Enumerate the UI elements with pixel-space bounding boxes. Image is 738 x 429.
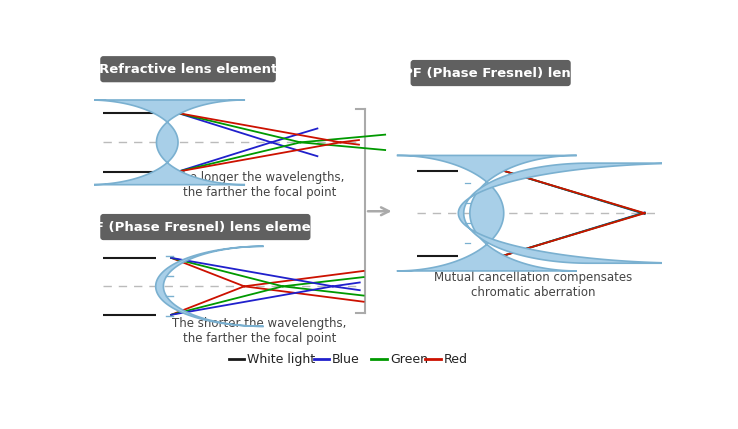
Text: Mutual cancellation compensates
chromatic aberration: Mutual cancellation compensates chromati… — [434, 271, 632, 299]
Polygon shape — [89, 100, 245, 185]
Polygon shape — [156, 246, 263, 326]
Text: Refractive lens element: Refractive lens element — [99, 63, 277, 76]
FancyBboxPatch shape — [410, 60, 570, 86]
Text: Blue: Blue — [332, 353, 360, 366]
Polygon shape — [397, 155, 577, 271]
Text: PF (Phase Fresnel) lens: PF (Phase Fresnel) lens — [403, 66, 579, 79]
FancyBboxPatch shape — [100, 214, 311, 240]
Text: Red: Red — [444, 353, 468, 366]
FancyBboxPatch shape — [100, 56, 276, 82]
Text: The longer the wavelengths,
the farther the focal point: The longer the wavelengths, the farther … — [175, 171, 345, 199]
Polygon shape — [458, 163, 694, 263]
Text: The shorter the wavelengths,
the farther the focal point: The shorter the wavelengths, the farther… — [173, 317, 347, 345]
Text: Green: Green — [390, 353, 428, 366]
Text: PF (Phase Fresnel) lens element: PF (Phase Fresnel) lens element — [85, 221, 326, 233]
Text: White light: White light — [247, 353, 315, 366]
